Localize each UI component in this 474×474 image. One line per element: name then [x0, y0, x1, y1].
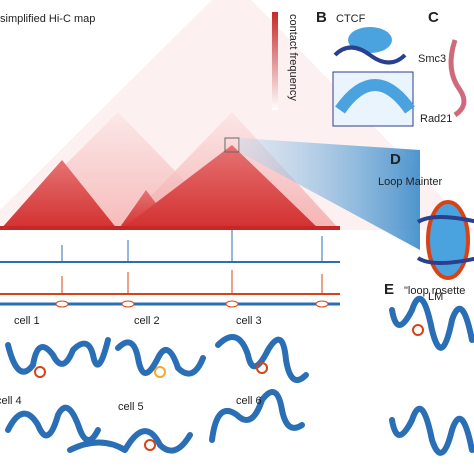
panel-title: CTCF — [336, 13, 366, 25]
tracks — [0, 230, 340, 308]
panel-title: Loop Mainter — [378, 176, 443, 188]
protein-label: Rad21 — [420, 113, 452, 125]
panel-title: simplified Hi-C map — [0, 13, 95, 25]
cell-label: cell 5 — [118, 401, 144, 413]
complex-label: LM — [428, 291, 443, 303]
colorbar-label: contact frequency — [287, 14, 299, 101]
panel-label: C — [428, 9, 439, 26]
panel-label: D — [390, 151, 401, 168]
cell-label: cell 2 — [134, 315, 160, 327]
cell-label: cell 1 — [14, 315, 40, 327]
cell-label: cell 6 — [236, 395, 262, 407]
panel-title: "loop rosette — [404, 285, 465, 297]
protein-label: Smc3 — [418, 53, 446, 65]
cell-label: cell 3 — [236, 315, 262, 327]
panel-label: B — [316, 9, 327, 26]
colorbar — [272, 12, 278, 110]
cell-label: cell 4 — [0, 395, 22, 407]
panel-label: E — [384, 281, 394, 298]
zoom-beam — [239, 138, 420, 250]
cell-structures — [5, 295, 474, 456]
